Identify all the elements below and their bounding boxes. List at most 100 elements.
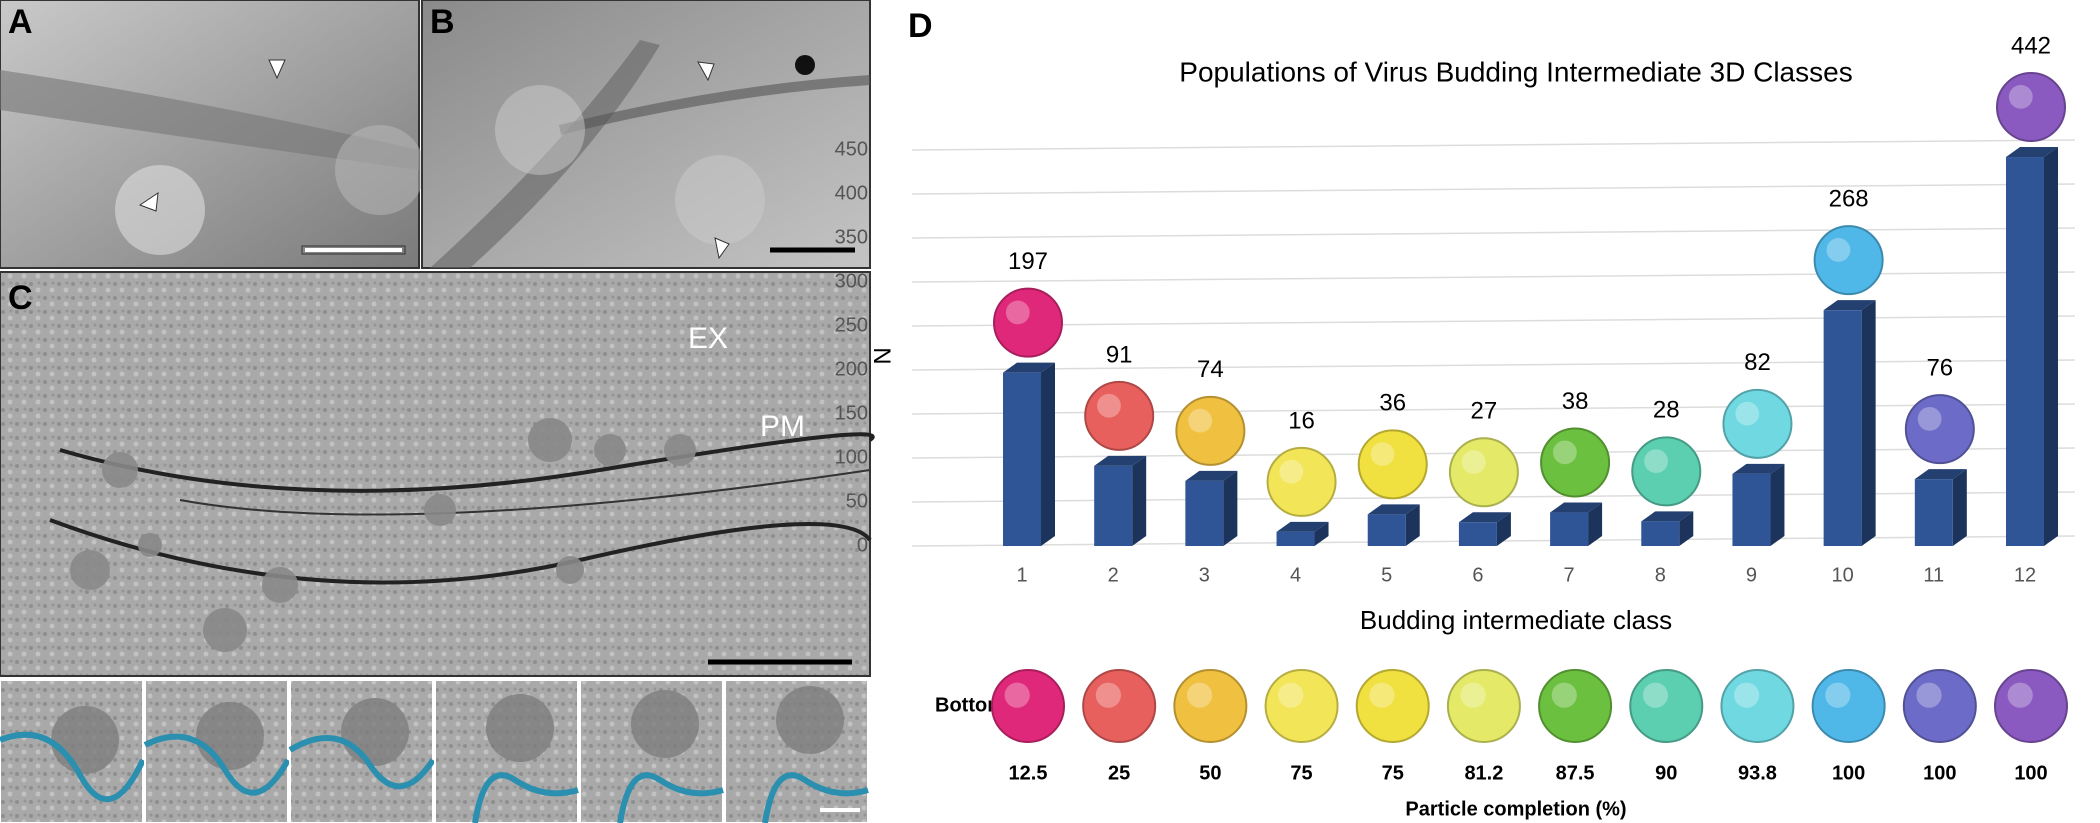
x-tick-label: 10: [1832, 564, 1854, 586]
data-label: 442: [2011, 32, 2051, 59]
membrane-trace: [143, 733, 291, 796]
particle-icon: [1357, 429, 1428, 500]
bar: [2006, 157, 2044, 547]
x-tick-label: 9: [1746, 564, 1757, 586]
bar-top: [1550, 502, 1603, 513]
particle-icon-shade: [1735, 401, 1760, 426]
data-label: 28: [1653, 397, 1680, 424]
y-tick-label: 400: [835, 182, 868, 204]
bar-top: [1094, 455, 1147, 466]
x-tick-label: 2: [1108, 564, 1119, 586]
bar-side: [1496, 512, 1511, 546]
particle-icon-shade: [1734, 682, 1760, 708]
completion-label: 75: [1290, 762, 1312, 784]
bar-side: [1314, 521, 1329, 546]
particle-icon: [1538, 669, 1613, 743]
bar-top: [1641, 511, 1694, 522]
particle-icon: [1355, 669, 1430, 743]
bar-side: [1223, 470, 1238, 546]
bar: [1094, 465, 1133, 546]
particle-icon: [1448, 437, 1519, 508]
x-tick-label: 5: [1381, 564, 1392, 586]
grid-line: [911, 139, 2076, 151]
annotation: EX: [688, 322, 728, 355]
bar: [1914, 479, 1953, 546]
particle-icon-shade: [1097, 393, 1121, 418]
membrane-trace: [762, 772, 869, 823]
row-label: Bottom: [935, 694, 1005, 716]
y-tick-label: 0: [857, 534, 868, 556]
x-tick-label: 3: [1199, 564, 1210, 586]
bar: [1823, 310, 1862, 546]
bar-top: [1003, 362, 1055, 373]
completion-label: 81.2: [1464, 762, 1503, 784]
particle: [631, 690, 699, 758]
x-tick-label: 6: [1472, 564, 1483, 586]
completion-label: 100: [1923, 762, 1956, 784]
completion-label: 50: [1199, 762, 1221, 784]
y-axis-label: N: [869, 347, 896, 364]
particle-icon-shade: [1551, 682, 1577, 708]
particle: [486, 694, 554, 762]
bar-top: [1458, 512, 1511, 523]
bar-side: [1041, 362, 1055, 546]
bar: [1732, 473, 1771, 546]
annotation: PM: [760, 410, 805, 443]
particle-icon-shade: [2007, 682, 2033, 708]
data-label: 76: [1926, 354, 1953, 381]
particle-icon: [1994, 669, 2068, 743]
y-tick-label: 100: [835, 446, 868, 468]
bar: [1276, 531, 1315, 546]
particle-icon: [1446, 669, 1521, 743]
particle: [51, 706, 119, 774]
completion-label: 75: [1382, 762, 1404, 784]
bar: [1641, 521, 1680, 546]
particle-icon-shade: [1644, 449, 1668, 474]
bar: [1458, 522, 1497, 546]
bar-top: [1276, 521, 1329, 532]
particle-icon: [993, 287, 1063, 358]
completion-label: 25: [1108, 762, 1130, 784]
completion-label: 100: [1832, 762, 1865, 784]
particle: [341, 698, 409, 766]
particle: [776, 686, 844, 754]
completion-label: 12.5: [1009, 762, 1048, 784]
bar-side: [1861, 300, 1876, 546]
bar-side: [1132, 455, 1147, 546]
bar-top: [1185, 470, 1238, 481]
y-tick-label: 200: [835, 358, 868, 380]
bar: [1367, 514, 1406, 546]
x-tick-label: 11: [1923, 564, 1944, 586]
panel-c: EX PM C: [0, 271, 875, 677]
bar-top: [1823, 300, 1876, 311]
data-label: 74: [1197, 356, 1224, 383]
completion-label: 87.5: [1556, 762, 1595, 784]
data-label: 82: [1744, 349, 1771, 376]
panel-label: C: [8, 279, 33, 317]
particle-icon: [1082, 669, 1157, 743]
membrane-trace: [472, 772, 579, 823]
particle-icon-shade: [1279, 459, 1304, 484]
y-tick-label: 250: [835, 314, 868, 336]
grid-line: [911, 359, 2076, 371]
particle-icon-shade: [1917, 407, 1942, 431]
completion-axis-label: Particle completion (%): [1405, 798, 1626, 820]
particle: [196, 702, 264, 770]
grid-line: [911, 271, 2076, 283]
particle-icon: [1996, 72, 2066, 143]
particle-icon-shade: [1826, 238, 1851, 262]
membrane-trace: [617, 772, 724, 823]
particle-icon: [1084, 380, 1155, 451]
bar-top: [1732, 463, 1785, 474]
particle-icon: [1722, 388, 1793, 459]
particle-icon: [1631, 436, 1702, 507]
membrane-trace: [0, 731, 146, 803]
bar-side: [1405, 504, 1420, 546]
particle-icon: [1720, 669, 1795, 743]
particle-icon: [1629, 669, 1704, 743]
data-label: 91: [1106, 341, 1133, 368]
particle-icon: [1813, 225, 1884, 296]
chart-title: Populations of Virus Budding Intermediat…: [1179, 56, 1852, 87]
bar: [1003, 372, 1041, 546]
x-tick-label: 4: [1290, 564, 1301, 586]
